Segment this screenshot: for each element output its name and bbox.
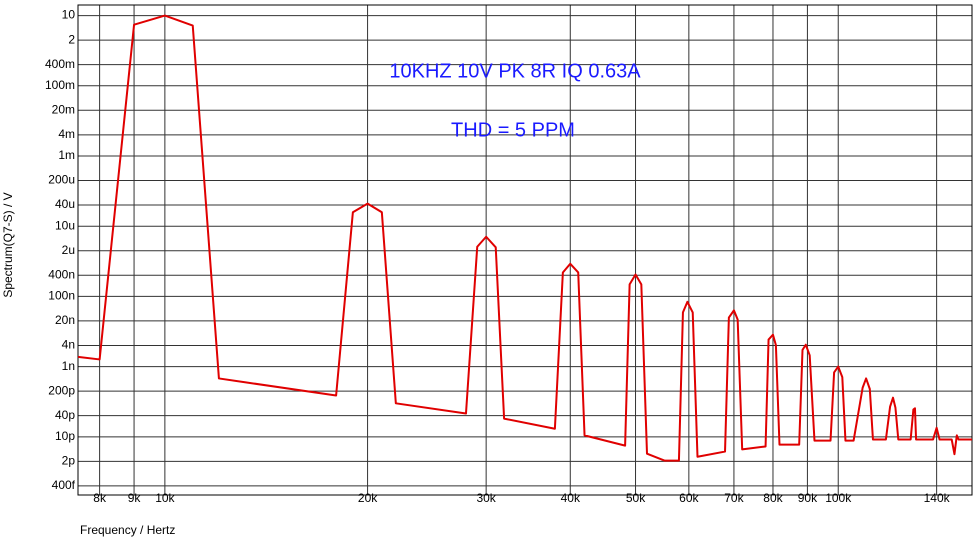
x-tick-label: 100k [825, 491, 852, 505]
y-tick-label: 400n [48, 267, 75, 281]
y-tick-label: 4n [62, 338, 75, 352]
x-axis-label: Frequency / Hertz [80, 523, 175, 537]
y-axis-label: Spectrum(Q7-S) / V [1, 192, 15, 297]
x-tick-label: 140k [924, 491, 951, 505]
x-tick-label: 60k [679, 491, 699, 505]
y-tick-label: 2 [68, 32, 75, 46]
y-tick-label: 10 [62, 8, 76, 22]
y-tick-label: 10p [55, 429, 75, 443]
y-tick-label: 4m [58, 127, 75, 141]
y-tick-label: 400m [45, 57, 75, 71]
y-tick-label: 1m [58, 148, 75, 162]
x-tick-label: 20k [358, 491, 378, 505]
y-tick-label: 2p [62, 454, 76, 468]
y-tick-label: 2u [62, 243, 75, 257]
plot-frame [77, 4, 973, 496]
y-tick-label: 100m [45, 78, 75, 92]
x-tick-label: 9k [128, 491, 142, 505]
x-tick-label: 30k [476, 491, 496, 505]
x-tick-label: 40k [561, 491, 581, 505]
y-tick-label: 20m [52, 102, 75, 116]
y-tick-label: 100n [48, 289, 75, 303]
y-tick-label: 200p [48, 383, 75, 397]
y-tick-label: 1n [62, 359, 75, 373]
y-tick-label: 20n [55, 313, 75, 327]
x-tick-label: 90k [798, 491, 818, 505]
x-tick-label: 50k [626, 491, 646, 505]
x-tick-label: 8k [93, 491, 107, 505]
annotation: 10KHZ 10V PK 8R IQ 0.63A [389, 60, 641, 82]
annotation: THD = 5 PPM [451, 119, 575, 141]
y-tick-label: 40p [55, 408, 75, 422]
x-tick-label: 70k [724, 491, 744, 505]
y-tick-label: 200u [48, 173, 75, 187]
x-tick-label: 80k [763, 491, 783, 505]
y-tick-label: 10u [55, 218, 75, 232]
x-tick-label: 10k [155, 491, 175, 505]
y-tick-label: 400f [52, 478, 76, 492]
data-line [77, 14, 972, 462]
y-tick-label: 40u [55, 197, 75, 211]
